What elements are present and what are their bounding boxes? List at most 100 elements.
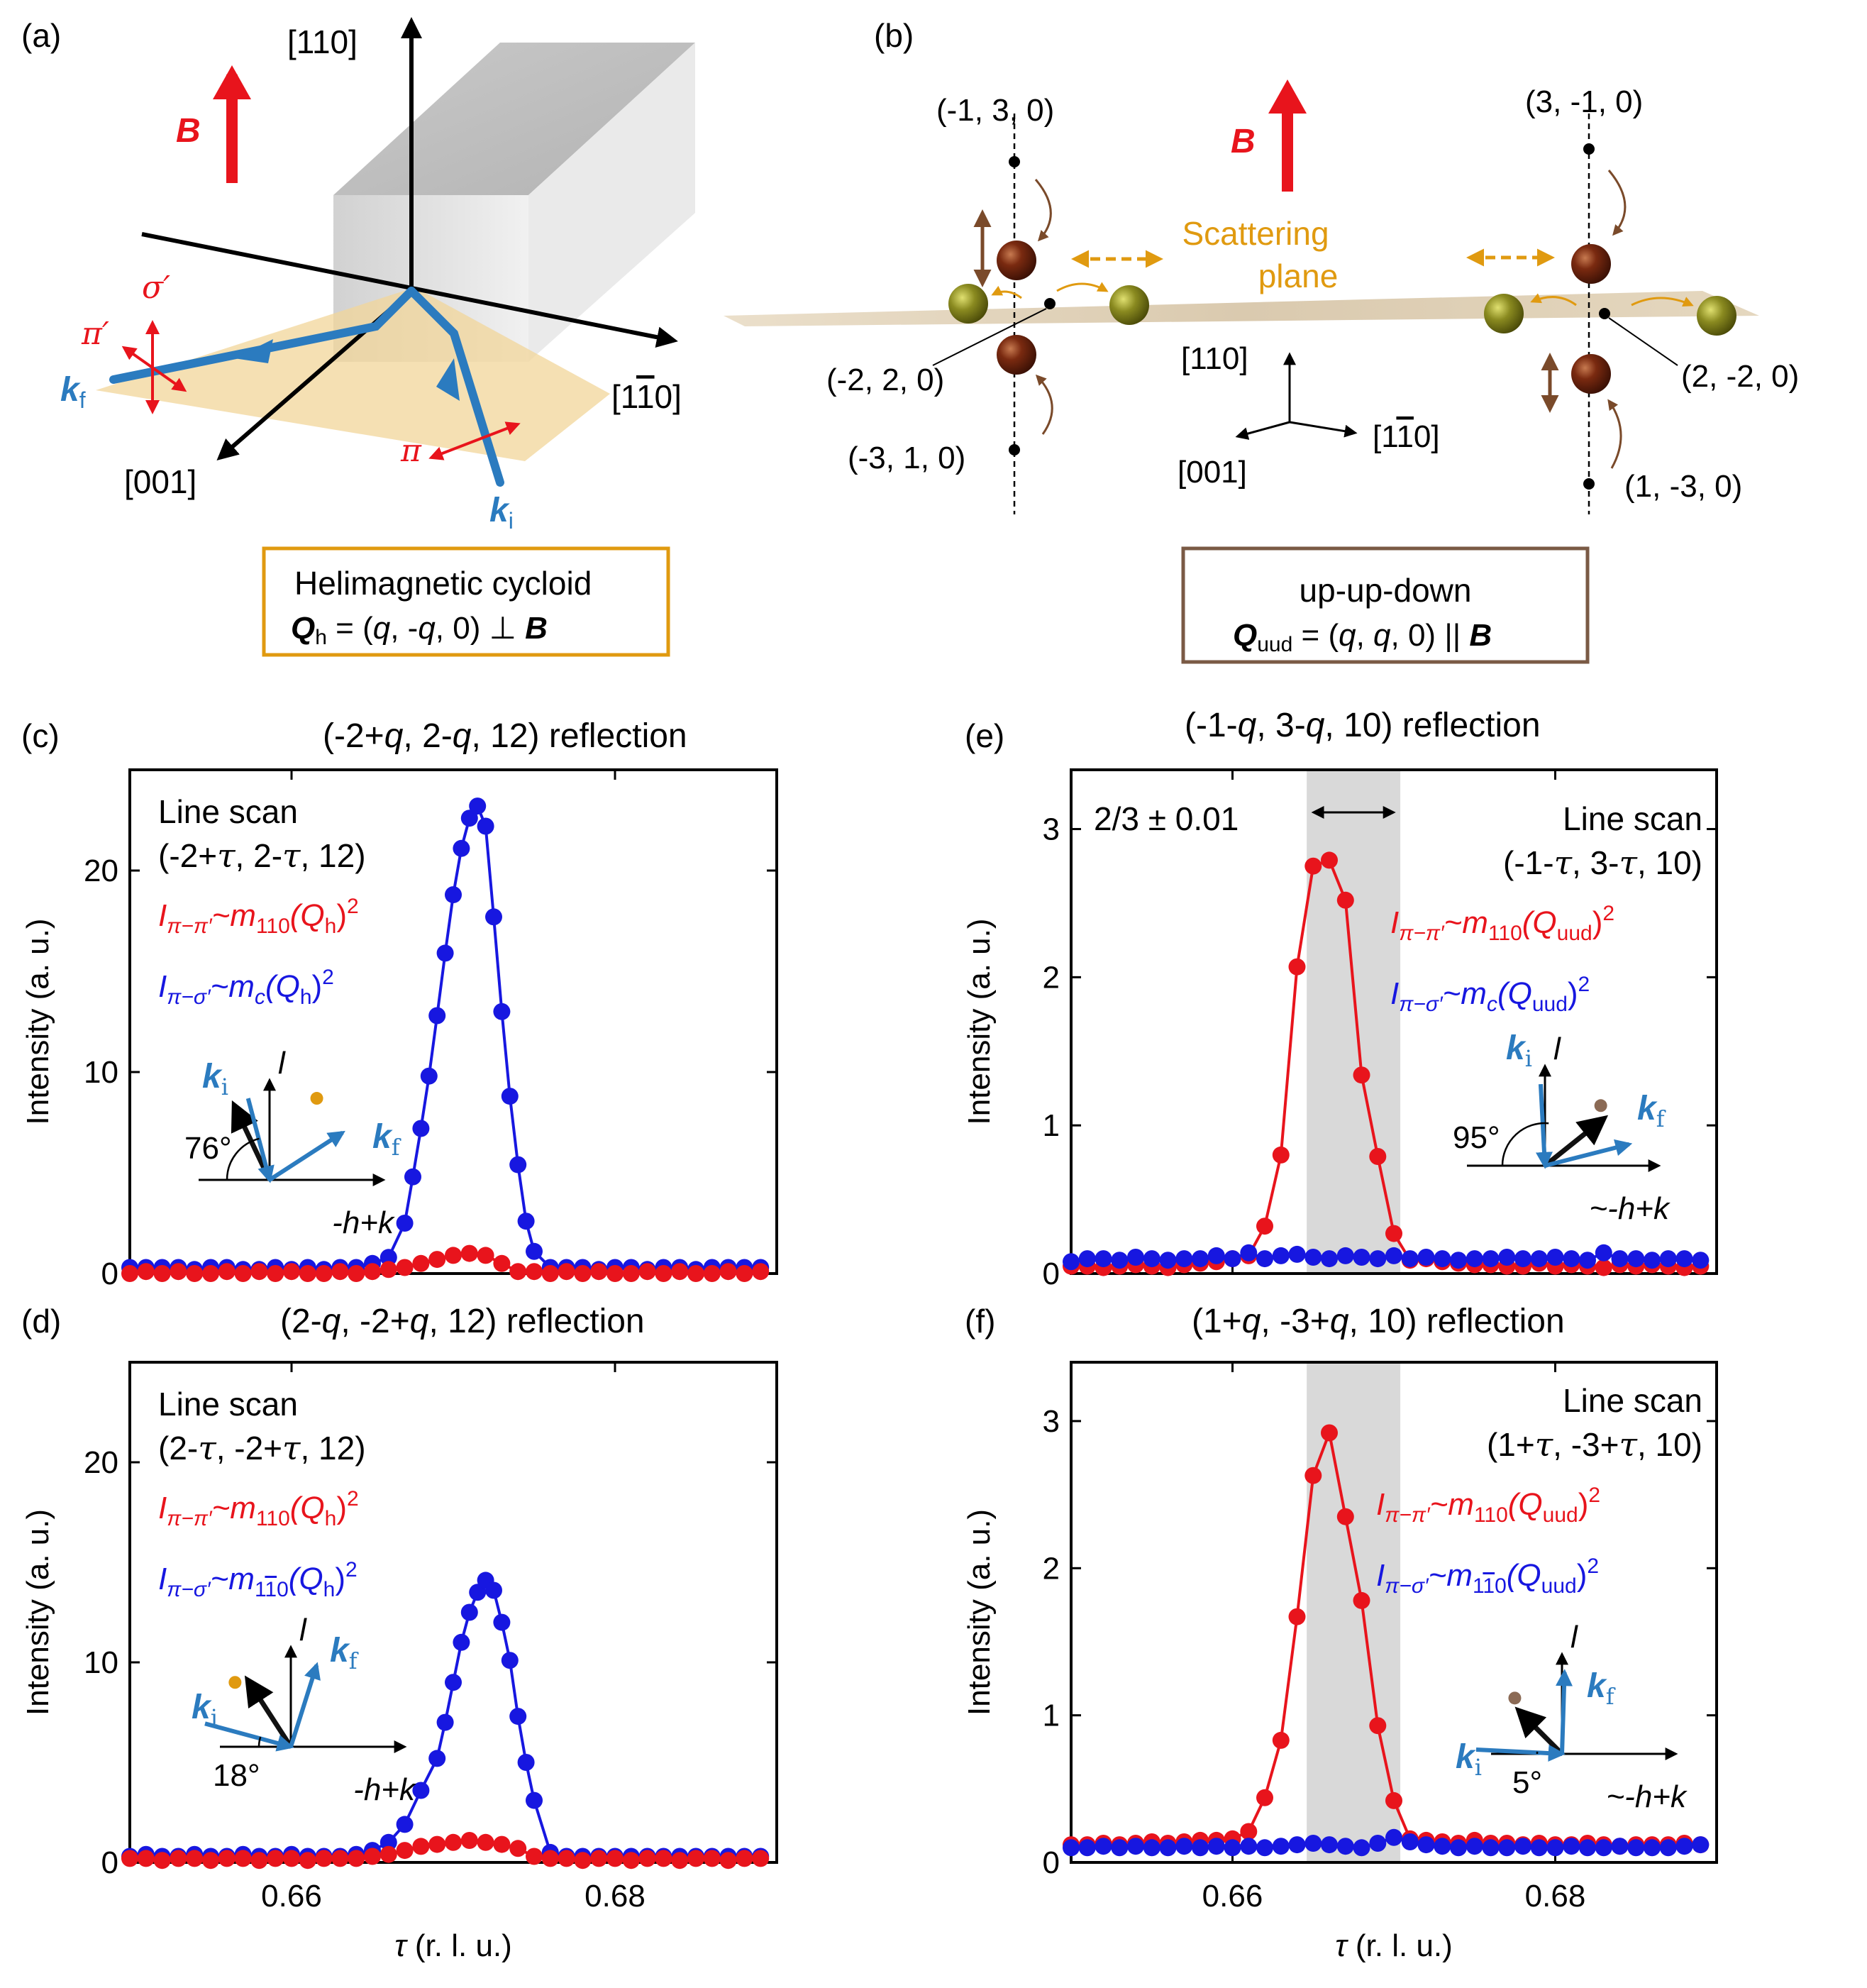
ball-brown-lower-right bbox=[1571, 354, 1611, 394]
data-point bbox=[671, 1852, 689, 1870]
y-tick-label: 20 bbox=[84, 854, 118, 888]
inset-ki-label: ki bbox=[192, 1689, 218, 1731]
data-point bbox=[445, 1674, 462, 1691]
scattering-geometry-inset: 18° l -h+k ki kf bbox=[192, 1613, 416, 1807]
band-label: 2/3 ± 0.01 bbox=[1094, 800, 1239, 837]
inset-angle-label: 18° bbox=[213, 1758, 260, 1793]
data-point bbox=[1272, 1146, 1290, 1164]
data-point bbox=[1659, 1250, 1677, 1268]
axis-b-1m10 bbox=[1289, 421, 1358, 438]
data-point bbox=[1240, 1838, 1258, 1855]
data-point bbox=[396, 1259, 414, 1276]
data-point bbox=[1482, 1839, 1500, 1857]
data-point bbox=[218, 1850, 236, 1867]
data-point bbox=[1095, 1838, 1112, 1855]
data-point bbox=[1192, 1250, 1209, 1268]
data-point bbox=[428, 1007, 446, 1025]
data-point bbox=[1143, 1250, 1160, 1268]
data-point bbox=[1498, 1839, 1516, 1857]
highlight-band bbox=[1307, 1362, 1401, 1862]
data-point bbox=[315, 1850, 333, 1867]
data-point bbox=[526, 1791, 543, 1809]
inset-angle-label: 76° bbox=[184, 1131, 232, 1166]
y-axis-label: Intensity (a. u.) bbox=[21, 918, 55, 1125]
data-point bbox=[404, 1168, 421, 1186]
field-arrowhead-b bbox=[1268, 79, 1307, 114]
charts: (c) (-2+q, 2-q, 12) reflection01020Intens… bbox=[21, 707, 1718, 1963]
data-point bbox=[687, 1850, 704, 1867]
label-3-m1-0: (3, -1, 0) bbox=[1525, 84, 1643, 119]
data-point bbox=[1369, 1250, 1387, 1268]
data-point bbox=[655, 1265, 672, 1282]
curve-arrow-b4 bbox=[1056, 282, 1109, 292]
data-point bbox=[1563, 1838, 1580, 1855]
formula-pi-sigma: Iπ−σ′~m110(Qh)2 bbox=[158, 1558, 358, 1601]
data-point bbox=[1563, 1250, 1580, 1268]
data-point bbox=[170, 1850, 187, 1867]
inset-kf-label: kf bbox=[1587, 1667, 1616, 1710]
curve-arrow-b2 bbox=[1035, 374, 1053, 435]
panel-label: (f) bbox=[965, 1303, 995, 1340]
inset-q-vector bbox=[1543, 1115, 1609, 1168]
label-m1-3-0: (-1, 3, 0) bbox=[936, 93, 1054, 128]
axis-b-1m10-label: [110] bbox=[1373, 419, 1440, 454]
svg-text:[110]: [110] bbox=[611, 378, 682, 415]
data-point bbox=[428, 1750, 446, 1767]
data-point bbox=[1369, 1835, 1387, 1852]
data-point bbox=[541, 1265, 559, 1282]
data-point bbox=[655, 1850, 672, 1867]
data-point bbox=[1256, 1789, 1273, 1806]
inset-angle-label: 5° bbox=[1512, 1765, 1542, 1800]
data-point bbox=[1644, 1839, 1661, 1857]
data-point bbox=[719, 1852, 737, 1870]
axis-b-001 bbox=[1235, 421, 1290, 440]
chart-title: (1+q, -3+q, 10) reflection bbox=[1192, 1303, 1565, 1340]
data-point bbox=[412, 1838, 430, 1855]
formula-pi-pi: Iπ−π′~m110(Quud)2 bbox=[1376, 1484, 1600, 1527]
data-point bbox=[719, 1263, 737, 1281]
plane-label-1: Scattering bbox=[1182, 215, 1329, 252]
point-m1-3-0 bbox=[1009, 156, 1020, 167]
data-point bbox=[1240, 1244, 1258, 1261]
inset-h-label: -h+k bbox=[353, 1772, 416, 1807]
panel-label: (d) bbox=[21, 1303, 61, 1340]
svg-text:Iπ−σ′~m110(Qh)2: Iπ−σ′~m110(Qh)2 bbox=[158, 1558, 358, 1601]
series-line-blue bbox=[130, 802, 761, 1271]
data-point bbox=[1595, 1259, 1612, 1276]
data-point bbox=[436, 944, 454, 962]
data-point bbox=[558, 1850, 575, 1867]
data-point bbox=[1175, 1838, 1193, 1855]
inset-ki-label: ki bbox=[202, 1058, 228, 1100]
chart-title: (2-q, -2+q, 12) reflection bbox=[280, 1303, 645, 1340]
legend-scan: (1+τ, -3+τ, 10) bbox=[1487, 1425, 1702, 1464]
formula-pi-sigma: Iπ−σ′~m110(Quud)2 bbox=[1376, 1554, 1599, 1598]
y-tick-label: 10 bbox=[84, 1055, 118, 1090]
data-point bbox=[412, 1254, 430, 1272]
data-point bbox=[736, 1265, 753, 1282]
data-point bbox=[493, 1835, 511, 1853]
data-point bbox=[1127, 1249, 1144, 1266]
data-point bbox=[1579, 1839, 1596, 1857]
inset-kf-label: kf bbox=[372, 1118, 401, 1161]
data-point bbox=[1207, 1838, 1225, 1855]
data-point bbox=[1192, 1839, 1209, 1857]
data-point bbox=[606, 1265, 624, 1282]
inset-ki-label: ki bbox=[1456, 1738, 1482, 1781]
data-point bbox=[283, 1850, 300, 1867]
axis-1m10-arrow bbox=[141, 232, 678, 348]
svg-text:kf: kf bbox=[60, 371, 86, 413]
data-point bbox=[703, 1265, 721, 1282]
data-point bbox=[250, 1852, 268, 1870]
data-point bbox=[526, 1263, 543, 1281]
data-point bbox=[1482, 1250, 1500, 1268]
data-point bbox=[638, 1850, 656, 1867]
svg-text:Iπ−π′~m110(Qh)2: Iπ−π′~m110(Qh)2 bbox=[158, 1487, 359, 1530]
data-point bbox=[234, 1850, 252, 1867]
data-point bbox=[622, 1265, 640, 1282]
data-point bbox=[1385, 1791, 1402, 1809]
data-point bbox=[1336, 891, 1354, 909]
data-point bbox=[380, 1833, 397, 1851]
data-point bbox=[1321, 1250, 1338, 1268]
data-point bbox=[234, 1265, 252, 1282]
point-2-m2-0 bbox=[1599, 308, 1610, 319]
